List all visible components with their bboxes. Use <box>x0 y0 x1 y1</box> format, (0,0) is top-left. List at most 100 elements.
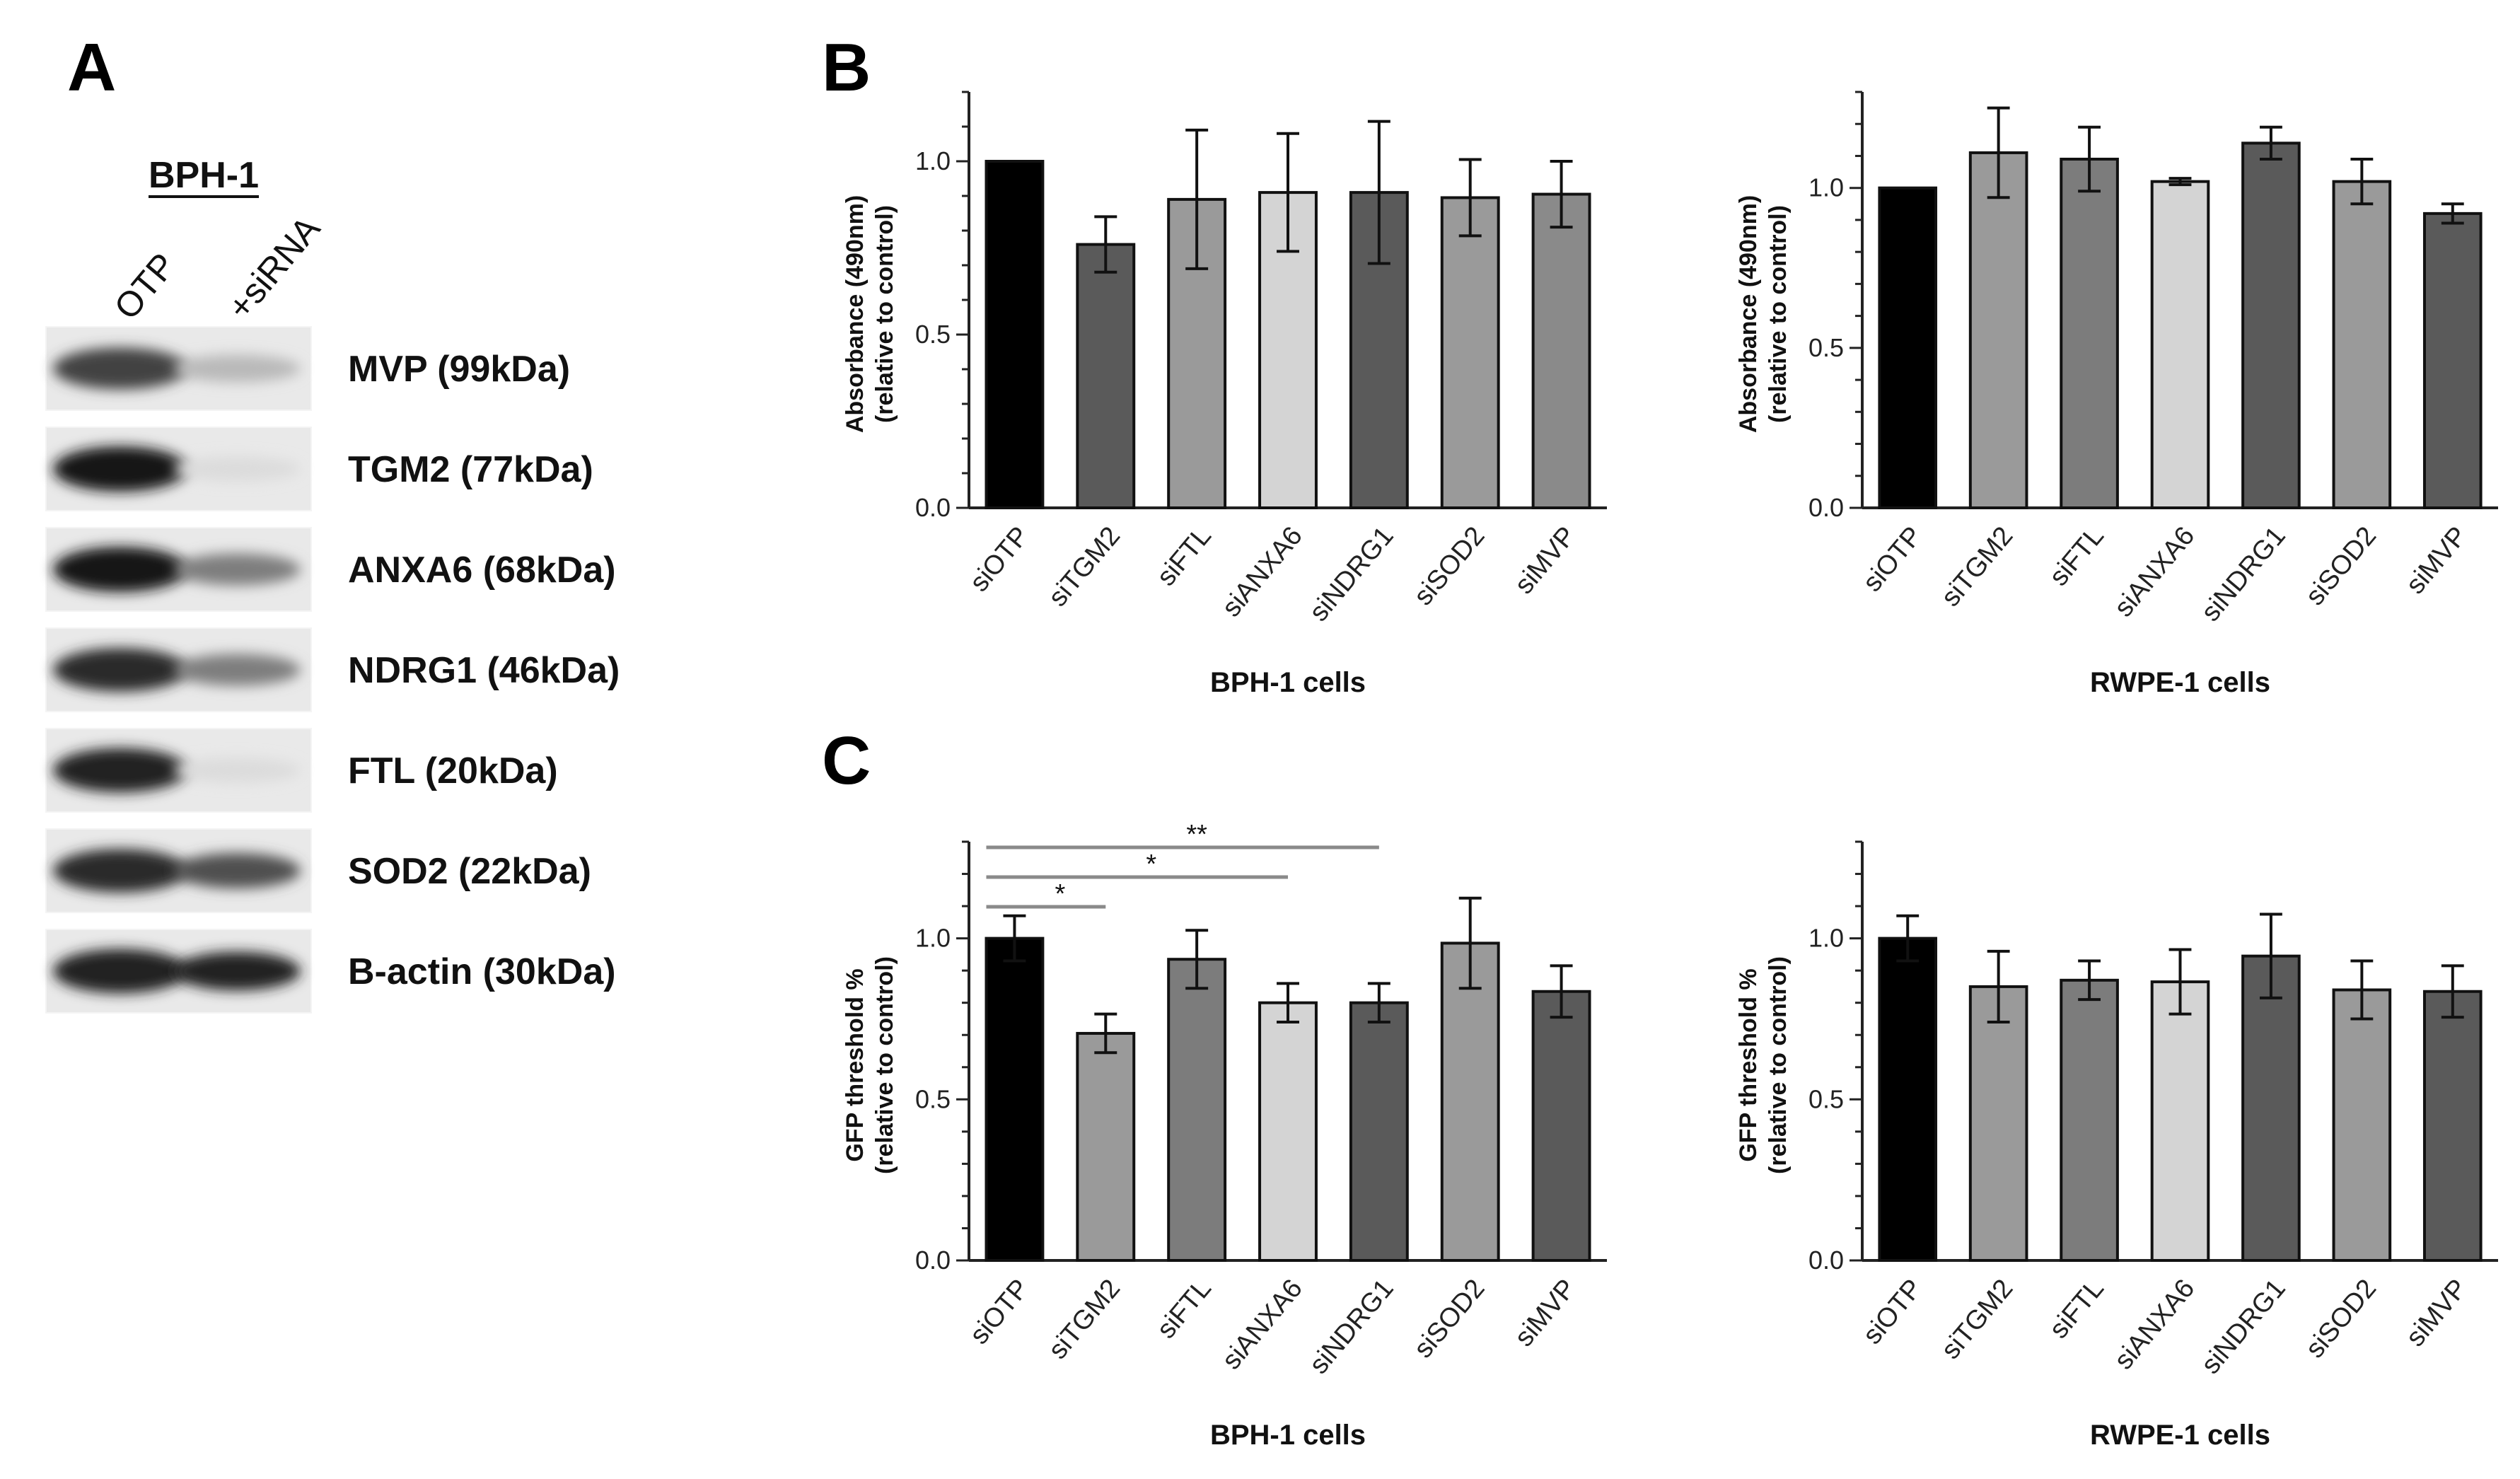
significance-label: * <box>1055 879 1065 909</box>
x-tick-label: siOTP <box>1857 521 1928 598</box>
blot-band-control <box>53 446 187 492</box>
y-axis-title-line1: Absorbance (490nm) <box>1735 195 1762 433</box>
blot-band-sirna <box>173 456 301 482</box>
blot-band-row: B-actin (30kDa) <box>45 929 616 1014</box>
x-tick-label: siOTP <box>964 1274 1035 1350</box>
blot-band-sirna <box>173 758 301 783</box>
x-tick-label: siNDRG1 <box>1303 521 1399 627</box>
x-tick-label: siNDRG1 <box>1303 1274 1399 1380</box>
y-axis-title-line2: (relative to control) <box>1765 956 1792 1174</box>
x-tick-label: siMVP <box>1509 1274 1582 1352</box>
bar-siANXA6 <box>2150 980 2210 1262</box>
bar-siTGM2 <box>1076 1031 1136 1262</box>
bar-siNDRG1 <box>2241 954 2301 1262</box>
y-tick-label: 1.0 <box>1808 924 1844 953</box>
bar-siFTL <box>2060 978 2119 1263</box>
y-tick-label: 1.0 <box>915 146 951 175</box>
blot-band-control <box>53 347 187 390</box>
lane-label-sirna: +siRNA <box>220 209 328 327</box>
bar-siOTP <box>985 160 1045 509</box>
blot-band-row: SOD2 (22kDa) <box>45 828 591 913</box>
x-tick-label: siSOD2 <box>2300 521 2382 611</box>
x-axis-title: BPH-1 cells <box>1210 667 1366 698</box>
x-tick-label: siANXA6 <box>2108 1274 2200 1375</box>
y-tick-label: 0.5 <box>1808 1084 1844 1113</box>
bar-siSOD2 <box>1440 196 1500 509</box>
blot-band-row: FTL (20kDa) <box>45 728 558 813</box>
x-axis-title: RWPE-1 cells <box>2090 1420 2270 1451</box>
y-tick-label: 0.5 <box>1808 333 1844 362</box>
y-axis-title-line1: Absorbance (490nm) <box>842 195 869 433</box>
lane-label-otp: OTP <box>107 245 184 327</box>
blot-band-control <box>53 648 187 692</box>
x-tick-label: siTGM2 <box>1936 1274 2019 1365</box>
x-tick-label: siSOD2 <box>1408 521 1490 611</box>
x-tick-label: siFTL <box>1151 1274 1217 1345</box>
x-tick-label: siTGM2 <box>1936 521 2019 613</box>
blot-band-sirna <box>173 654 301 686</box>
x-tick-label: siSOD2 <box>2300 1274 2382 1364</box>
x-tick-label: siANXA6 <box>2108 521 2200 622</box>
bar-siSOD2 <box>1440 941 1500 1262</box>
bar-siFTL <box>1167 958 1227 1262</box>
bar-siNDRG1 <box>1349 1001 1409 1262</box>
blot-band-sirna <box>173 354 301 383</box>
y-axis-title-line2: (relative to control) <box>1765 205 1792 423</box>
blot-band-label: ANXA6 (68kDa) <box>348 550 616 591</box>
x-tick-label: siOTP <box>1857 1274 1928 1350</box>
bar-siOTP <box>1878 936 1938 1262</box>
y-tick-label: 0.0 <box>915 1246 951 1275</box>
x-tick-label: siANXA6 <box>1217 1274 1308 1375</box>
blot-band-label: NDRG1 (46kDa) <box>348 650 620 691</box>
panel-letter-a: A <box>67 30 116 105</box>
blot-band-control <box>53 949 187 994</box>
bar-siTGM2 <box>1076 243 1136 509</box>
y-tick-label: 0.0 <box>1808 493 1844 522</box>
x-axis-title: BPH-1 cells <box>1210 1420 1366 1451</box>
x-tick-label: siANXA6 <box>1217 521 1308 622</box>
y-tick-label: 0.0 <box>915 493 951 522</box>
bar-siMVP <box>2422 990 2483 1263</box>
x-tick-label: siNDRG1 <box>2196 521 2292 627</box>
chart-c-bph1: 0.0 0.5 1.0 GFP threshold % (relative to con… <box>842 820 1607 1451</box>
blot-band-row: ANXA6 (68kDa) <box>45 527 616 612</box>
blot-band-control <box>53 849 187 893</box>
bar-siANXA6 <box>2150 180 2210 509</box>
x-tick-label: siFTL <box>1151 521 1217 592</box>
y-tick-label: 0.5 <box>915 1084 951 1113</box>
x-axis-title: RWPE-1 cells <box>2090 667 2270 698</box>
y-axis-title-line2: (relative to control) <box>871 956 898 1174</box>
blot-band-row: MVP (99kDa) <box>45 326 570 411</box>
y-tick-label: 0.5 <box>915 320 951 349</box>
significance-label: * <box>1146 849 1156 879</box>
blot-cell-line: BPH-1 <box>149 155 259 196</box>
western-blot: BPH-1 OTP +siRNA MVP (99kDa) TGM2 (77kDa)… <box>45 155 620 1014</box>
x-tick-label: siMVP <box>2400 521 2473 600</box>
blot-band-control <box>53 748 187 793</box>
blot-band-label: FTL (20kDa) <box>348 750 558 791</box>
bar-siTGM2 <box>1968 985 2028 1263</box>
blot-band-sirna <box>173 951 301 991</box>
bar-siSOD2 <box>2332 988 2392 1262</box>
x-tick-label: siMVP <box>2400 1274 2473 1352</box>
bar-siTGM2 <box>1968 151 2028 509</box>
bar-siOTP <box>985 936 1045 1262</box>
blot-band-sirna <box>173 553 301 586</box>
panel-letter-c: C <box>822 723 871 799</box>
significance-label: ** <box>1186 820 1207 849</box>
chart-b-rwpe1: 0.0 0.5 1.0 Absorbance (490nm) (relative to … <box>1735 91 2498 698</box>
y-axis-title-line2: (relative to control) <box>871 205 898 423</box>
blot-band-row: TGM2 (77kDa) <box>45 427 593 511</box>
x-tick-label: siMVP <box>1509 521 1582 600</box>
blot-band-label: B-actin (30kDa) <box>348 951 616 992</box>
x-tick-label: siFTL <box>2044 1274 2110 1345</box>
x-tick-label: siTGM2 <box>1043 1274 1127 1365</box>
bar-siFTL <box>2060 157 2119 509</box>
y-tick-label: 0.0 <box>1808 1246 1844 1275</box>
x-tick-label: siSOD2 <box>1408 1274 1490 1364</box>
bar-siANXA6 <box>1258 1001 1318 1262</box>
bar-siMVP <box>1531 990 1591 1263</box>
bar-siSOD2 <box>2332 180 2392 509</box>
bar-siANXA6 <box>1258 191 1318 509</box>
